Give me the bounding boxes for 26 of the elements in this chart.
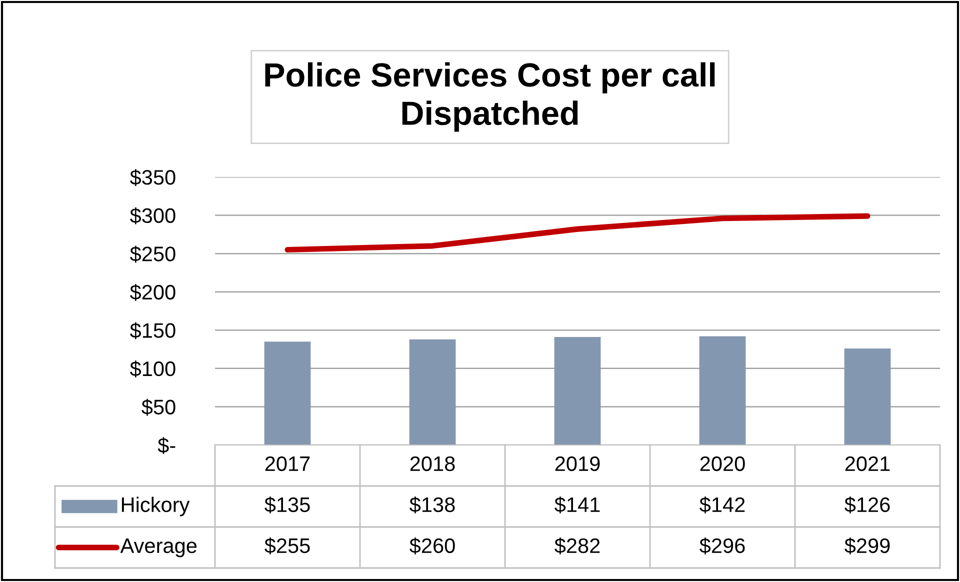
legend-label: Hickory — [122, 496, 190, 516]
x-tick-label: 2021 — [845, 456, 890, 472]
data-label: $141 — [554, 496, 600, 514]
x-tick-label: 2019 — [555, 456, 600, 472]
legend-label: Average — [120, 538, 197, 558]
y-tick-label: $- — [158, 437, 176, 454]
y-tick-label: $100 — [130, 360, 176, 378]
data-label: $255 — [264, 537, 310, 554]
y-tick-label: $150 — [130, 322, 176, 340]
data-label: $138 — [410, 496, 455, 514]
x-tick-label: 2018 — [410, 456, 455, 472]
y-tick-label: $200 — [130, 284, 176, 301]
x-tick-label: 2020 — [700, 456, 745, 472]
y-tick-label: $250 — [130, 246, 176, 263]
y-tick-label: $300 — [130, 207, 176, 224]
y-tick-label: $350 — [130, 169, 176, 186]
x-tick-label: 2017 — [265, 456, 310, 472]
chart-title: Police Services Cost per call Dispatched — [265, 62, 715, 132]
data-label: $260 — [410, 537, 455, 554]
data-label: $126 — [844, 496, 890, 514]
data-label: $142 — [700, 496, 745, 514]
y-tick-label: $50 — [142, 398, 176, 416]
data-label: $135 — [264, 496, 310, 514]
data-label: $282 — [554, 537, 600, 554]
data-label: $296 — [700, 537, 745, 554]
data-label: $299 — [844, 537, 890, 554]
